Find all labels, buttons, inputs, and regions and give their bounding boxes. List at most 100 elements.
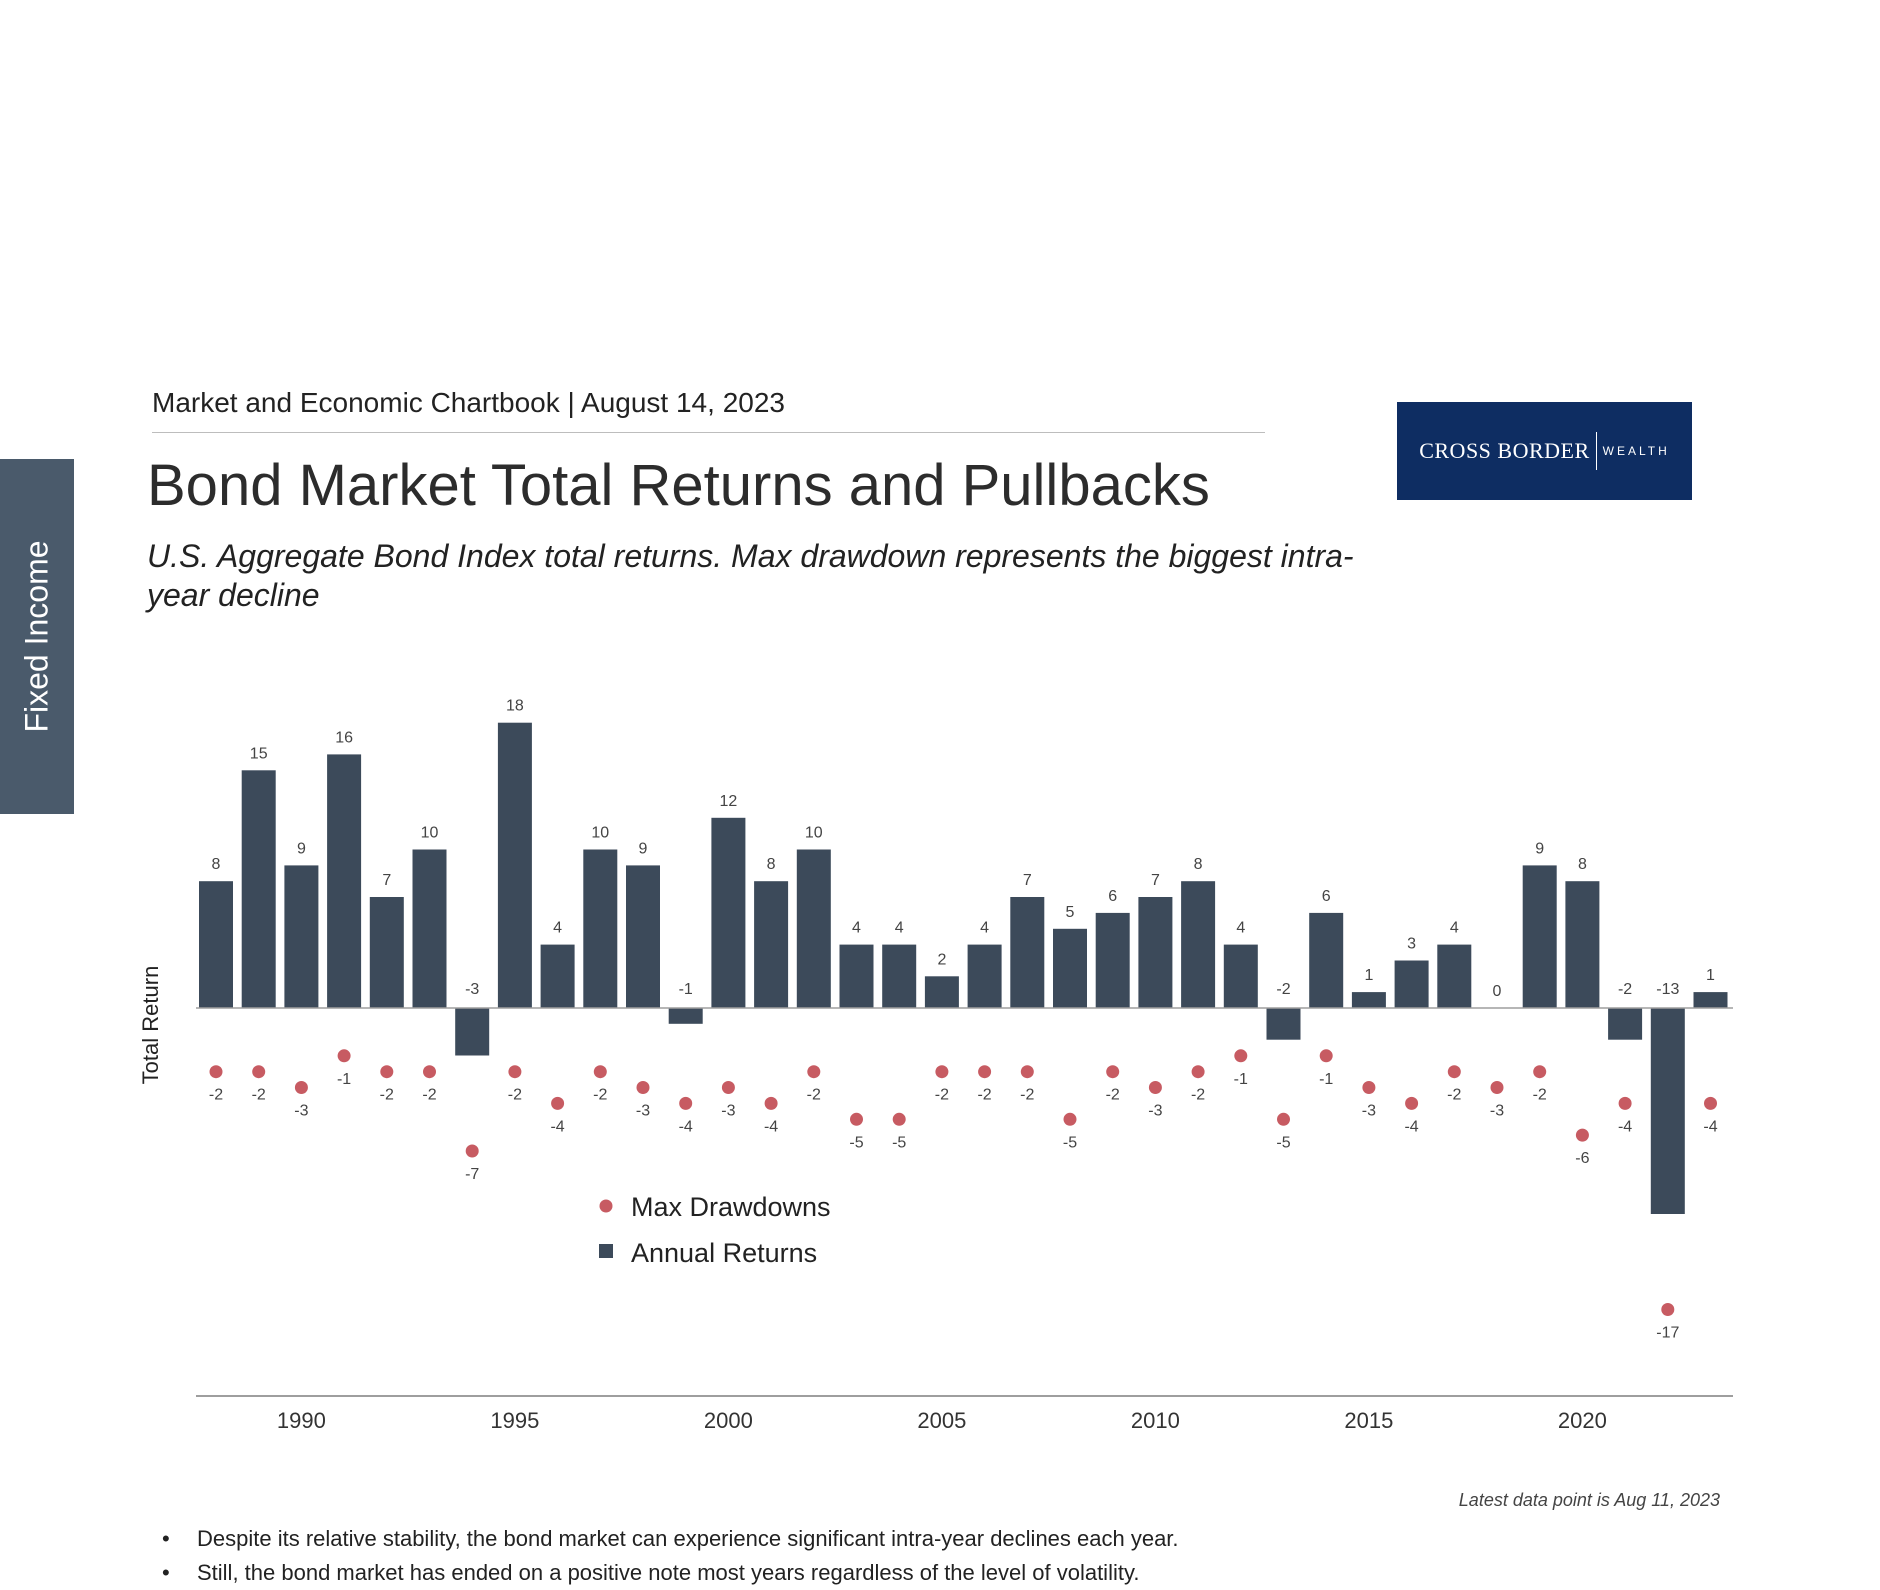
return-value-label: -13 xyxy=(1656,981,1679,998)
drawdown-value-label: -2 xyxy=(1447,1087,1461,1104)
y-axis-label-group: Total Return xyxy=(138,966,163,1085)
return-bar xyxy=(1650,1008,1685,1214)
return-bar xyxy=(497,722,532,1008)
return-bar xyxy=(1309,912,1344,1008)
return-bar xyxy=(882,944,917,1008)
drawdown-value-label: -4 xyxy=(764,1118,778,1135)
drawdown-value-label: -4 xyxy=(1404,1118,1418,1135)
drawdown-value-label: -2 xyxy=(1106,1087,1120,1104)
return-value-label: 8 xyxy=(212,856,221,873)
drawdown-dot xyxy=(1362,1081,1376,1094)
return-value-label: 8 xyxy=(767,856,776,873)
logo-main-text: CROSS BORDER xyxy=(1419,438,1590,463)
return-value-label: 4 xyxy=(852,920,861,937)
return-value-label: -2 xyxy=(1618,981,1632,998)
return-value-label: -2 xyxy=(1276,981,1290,998)
return-value-label: 12 xyxy=(720,793,738,810)
return-bar xyxy=(284,865,319,1009)
return-value-label: 8 xyxy=(1578,856,1587,873)
page-title: Bond Market Total Returns and Pullbacks xyxy=(147,453,1210,518)
drawdown-dot xyxy=(850,1112,863,1126)
drawdown-value-label: -3 xyxy=(294,1103,308,1120)
drawdown-value-label: -3 xyxy=(1148,1103,1162,1120)
bullet-list: Despite its relative stability, the bond… xyxy=(160,1522,1179,1590)
return-value-label: 7 xyxy=(382,872,391,889)
drawdown-dot xyxy=(1575,1128,1589,1142)
x-tick-label: 2020 xyxy=(1558,1408,1607,1433)
legend-bar-icon xyxy=(599,1244,613,1258)
drawdown-dot xyxy=(1618,1096,1632,1110)
return-bar xyxy=(839,944,874,1008)
drawdown-value-label: -5 xyxy=(1276,1134,1290,1151)
return-bar xyxy=(1266,1008,1301,1040)
return-value-label: 4 xyxy=(1450,920,1459,937)
drawdown-dot xyxy=(593,1065,607,1079)
drawdown-value-label: -2 xyxy=(209,1087,223,1104)
return-value-label: 15 xyxy=(250,745,268,762)
return-value-label: 5 xyxy=(1066,904,1075,921)
drawdown-value-label: -4 xyxy=(679,1118,693,1135)
return-value-label: 3 xyxy=(1407,936,1416,953)
drawdown-dot xyxy=(209,1065,223,1079)
return-value-label: 10 xyxy=(805,825,823,842)
drawdown-dot xyxy=(1447,1065,1461,1079)
drawdown-value-label: -4 xyxy=(1618,1118,1632,1135)
drawdown-value-label: -2 xyxy=(1533,1087,1547,1104)
return-bar xyxy=(711,817,746,1008)
return-bar xyxy=(412,849,447,1008)
drawdown-value-label: -17 xyxy=(1656,1325,1679,1342)
drawdown-dot xyxy=(721,1081,735,1094)
drawdown-value-label: -5 xyxy=(892,1134,906,1151)
drawdown-dot xyxy=(337,1049,351,1063)
header-text: Market and Economic Chartbook | August 1… xyxy=(152,387,785,418)
drawdown-value-label: -2 xyxy=(593,1087,607,1104)
drawdown-value-label: -7 xyxy=(465,1166,479,1183)
drawdown-dot xyxy=(892,1112,906,1126)
return-value-label: 8 xyxy=(1194,856,1203,873)
return-value-label: 9 xyxy=(639,840,648,857)
return-value-label: -1 xyxy=(679,981,693,998)
return-bar xyxy=(455,1008,490,1056)
return-value-label: 0 xyxy=(1493,983,1502,1000)
drawdown-dot xyxy=(1191,1065,1205,1079)
return-value-label: 4 xyxy=(980,920,989,937)
bullet-item: Still, the bond market has ended on a po… xyxy=(160,1556,1179,1590)
return-value-label: 6 xyxy=(1108,888,1117,905)
drawdown-dot xyxy=(294,1081,308,1094)
header-divider xyxy=(152,432,1265,433)
drawdown-dot xyxy=(1490,1081,1504,1094)
drawdown-value-label: -2 xyxy=(807,1087,821,1104)
drawdown-value-label: -6 xyxy=(1575,1150,1589,1167)
logo-separator xyxy=(1595,432,1597,470)
drawdown-dot xyxy=(1661,1303,1675,1316)
drawdown-labels: -2 -2 -3 -1 -2 -2 -7 -2 -4 -2 -3 -4 -3 -4 -2 -5 -5 -2 -2 -2… xyxy=(209,1071,1718,1342)
drawdown-value-label: -4 xyxy=(550,1118,564,1135)
return-bar xyxy=(1095,912,1130,1008)
return-value-label: 7 xyxy=(1023,872,1032,889)
bullet-item: Despite its relative stability, the bond… xyxy=(160,1522,1179,1556)
drawdown-value-label: -3 xyxy=(636,1103,650,1120)
return-value-label: 9 xyxy=(297,840,306,857)
return-bar xyxy=(1437,944,1472,1008)
drawdown-value-label: -2 xyxy=(1191,1087,1205,1104)
drawdown-dot xyxy=(380,1065,394,1079)
return-value-label: 7 xyxy=(1151,872,1160,889)
x-tick-label: 2005 xyxy=(917,1408,966,1433)
return-bar xyxy=(1053,928,1087,1009)
brand-logo: CROSS BORDER WEALTH xyxy=(1397,402,1692,500)
return-bar xyxy=(924,976,959,1008)
drawdown-value-label: -5 xyxy=(1063,1134,1077,1151)
drawdown-dot xyxy=(508,1065,522,1079)
drawdown-dots xyxy=(209,1049,1717,1316)
return-bar xyxy=(1608,1008,1643,1040)
return-value-label: 18 xyxy=(506,698,524,715)
return-bar xyxy=(754,881,789,1008)
drawdown-value-label: -2 xyxy=(1020,1087,1034,1104)
drawdown-value-label: -2 xyxy=(935,1087,949,1104)
x-tick-label: 2000 xyxy=(704,1408,753,1433)
return-bar xyxy=(1181,881,1216,1008)
section-tab: Fixed Income xyxy=(0,459,74,814)
drawdown-dot xyxy=(1148,1081,1162,1094)
drawdown-dot xyxy=(1704,1096,1717,1110)
